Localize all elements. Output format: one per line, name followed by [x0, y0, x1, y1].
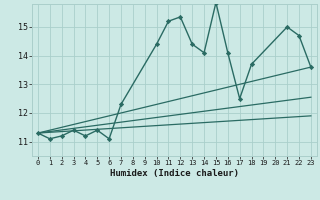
- X-axis label: Humidex (Indice chaleur): Humidex (Indice chaleur): [110, 169, 239, 178]
